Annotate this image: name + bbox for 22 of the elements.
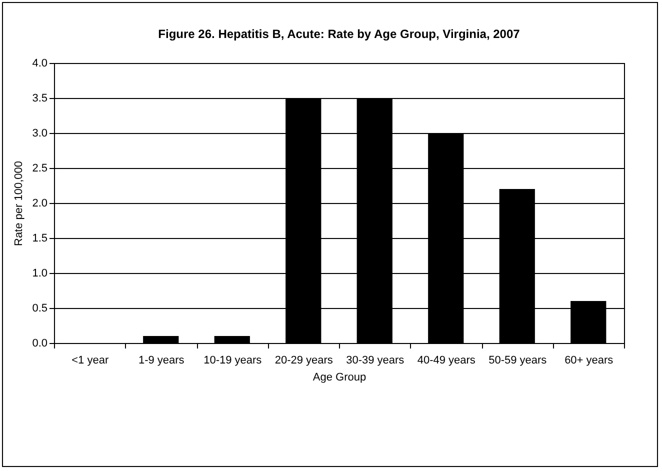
y-tick-label: 1.0: [32, 268, 48, 280]
x-tick-label: 60+ years: [564, 354, 614, 366]
chart-title: Figure 26. Hepatitis B, Acute: Rate by Age Group, Virginia, 2007: [158, 27, 520, 41]
x-tick-label: 1-9 years: [138, 354, 185, 366]
x-tick-label: 40-49 years: [417, 354, 476, 366]
x-axis-title: Age Group: [312, 372, 366, 384]
y-tick-label: 3.0: [32, 128, 48, 140]
x-tick-label: <1 year: [72, 354, 109, 366]
y-tick-label: 3.5: [32, 92, 48, 104]
bar: [214, 336, 250, 343]
y-axis-title: Rate per 100,000: [13, 160, 26, 246]
y-tick-label: 0.5: [32, 302, 48, 314]
x-tick-label: 20-29 years: [274, 354, 334, 366]
x-tick-label: 30-39 years: [346, 354, 405, 366]
y-tick-label: 2.5: [32, 162, 48, 174]
bar: [143, 336, 179, 343]
y-tick-label: 2.0: [32, 198, 48, 210]
y-tick-label: 4.0: [32, 58, 48, 70]
y-tick-label: 1.5: [32, 232, 48, 244]
y-tick-label: 0.0: [32, 338, 48, 350]
x-tick-label: 10-19 years: [204, 354, 262, 366]
x-tick-label: 50-59 years: [488, 354, 548, 366]
